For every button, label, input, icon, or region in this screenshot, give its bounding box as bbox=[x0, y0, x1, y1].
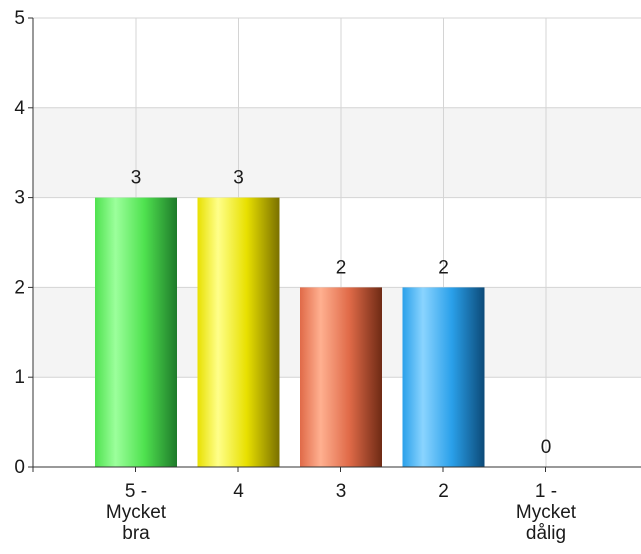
data-label-2: 2 bbox=[336, 257, 347, 278]
ytick-label-5: 5 bbox=[14, 8, 25, 29]
ytick-label-1: 1 bbox=[14, 367, 25, 388]
category-label-0: 5 -Mycket bra bbox=[106, 481, 167, 544]
bar-3 bbox=[402, 287, 485, 467]
category-label-3: 2 bbox=[438, 481, 449, 502]
category-label-4: 1 -Mycket dålig bbox=[516, 481, 577, 544]
category-label-1: 4 bbox=[233, 481, 244, 502]
ytick-label-4: 4 bbox=[14, 98, 25, 119]
data-label-3: 2 bbox=[438, 257, 449, 278]
data-label-4: 0 bbox=[541, 437, 552, 458]
bar-2 bbox=[300, 287, 382, 467]
axes bbox=[28, 17, 641, 472]
bar-0 bbox=[95, 197, 177, 467]
ytick-label-2: 2 bbox=[14, 277, 25, 298]
ytick-label-0: 0 bbox=[14, 457, 25, 478]
band-3 bbox=[33, 107, 641, 198]
data-label-0: 3 bbox=[131, 168, 142, 189]
bars bbox=[95, 197, 485, 467]
category-label-2: 3 bbox=[336, 481, 347, 502]
data-label-1: 3 bbox=[233, 168, 244, 189]
ytick-label-3: 3 bbox=[14, 188, 25, 209]
labels: 0 1 2 3 4 5 3 3 2 2 0 5 -Mycket bra 4 3 2 1 -Mycket dålig bbox=[14, 8, 576, 544]
bar-1 bbox=[197, 197, 280, 467]
